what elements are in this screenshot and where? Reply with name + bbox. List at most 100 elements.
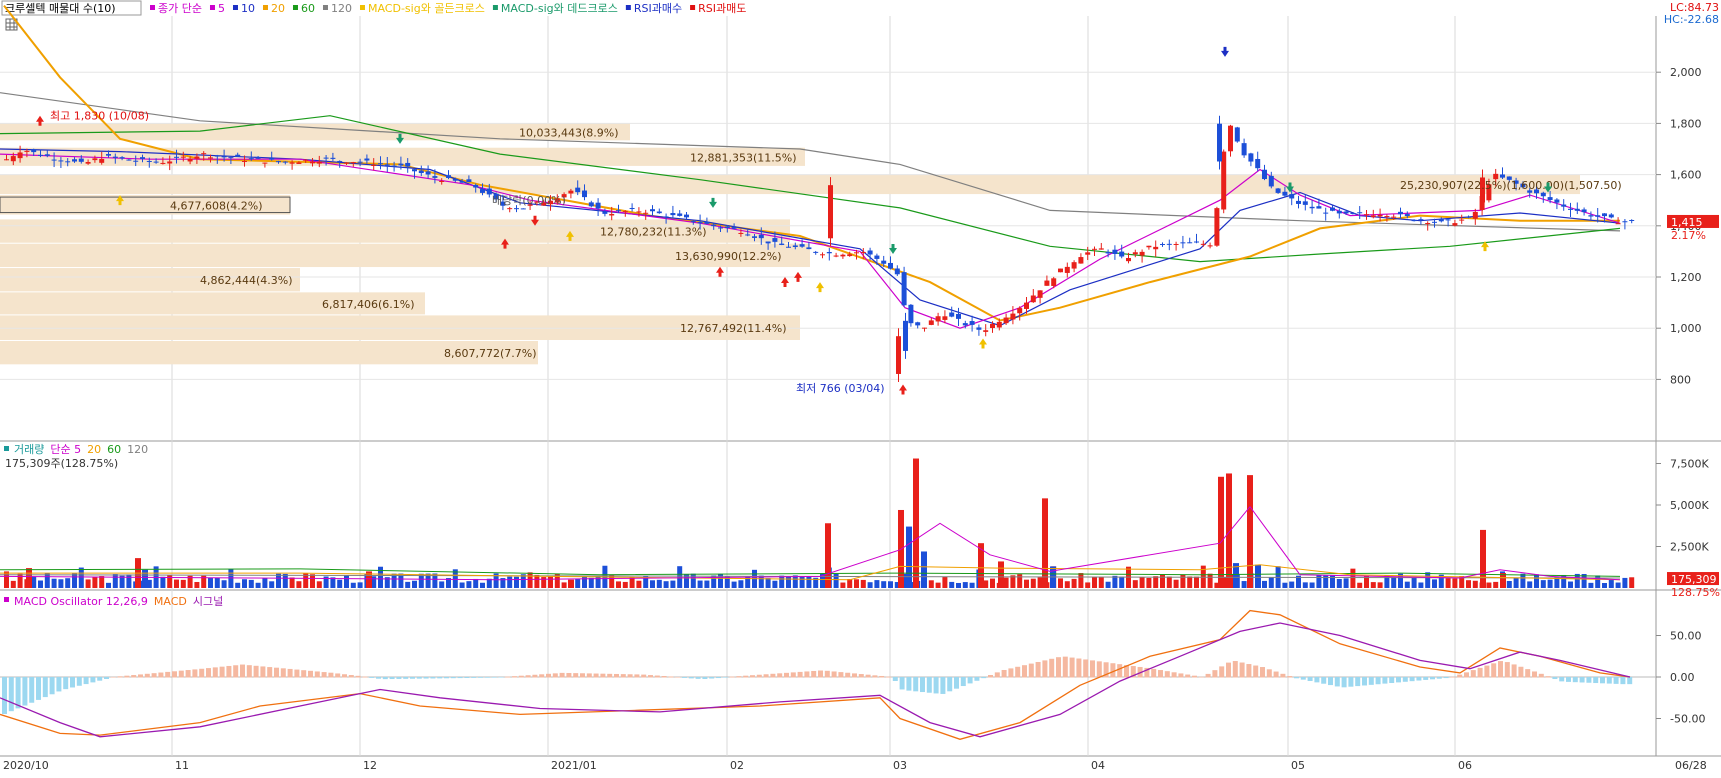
volume-badge-label: 175,309 [1671,573,1717,586]
macd-oscillator-bar [580,673,585,678]
volume-bar [629,576,635,588]
volume-bar [1377,582,1383,588]
candle-body [724,226,730,229]
candle-body [1438,219,1444,222]
volume-bar [255,582,261,588]
candle-body [1384,216,1390,218]
volume-bar [1425,572,1431,588]
volume-bar [792,575,798,588]
candle-body [1119,251,1125,257]
macd-oscillator-bar [627,674,633,678]
volume-bar [894,582,900,588]
macd-legend-swatch [4,597,9,602]
current-price-label: 1,415 [1671,216,1703,229]
grid-toggle-icon[interactable] [5,18,18,31]
candle-body [833,255,839,257]
macd-oscillator-bar [518,675,524,678]
price-tick-label: 1,200 [1670,271,1702,284]
volume-bar [854,579,859,588]
volume-bar [765,578,771,588]
volume-bar [1098,577,1104,588]
volume-bar [650,580,655,588]
macd-oscillator-bar [661,676,667,678]
candle-body [119,157,125,159]
volume-bar [541,577,547,588]
price-tick-label: 800 [1670,373,1691,386]
volume-bar [1411,577,1417,588]
macd-oscillator-bar [954,677,959,689]
macd-oscillator-bar [70,677,75,688]
candle-body [949,312,955,317]
candle-body [1323,212,1329,214]
macd-oscillator-bar [1090,660,1095,678]
macd-oscillator-bar [1498,661,1503,678]
candle-body [1629,219,1635,221]
volume-bar [520,574,526,588]
legend-item: 60 [301,2,315,15]
volume-bar [1391,577,1397,588]
volume-bar [978,543,984,588]
candle-body [262,162,268,164]
arrow-up-icon [794,271,802,282]
macd-oscillator-bar [450,677,456,679]
volume-bar [1105,581,1111,588]
candle-body [990,323,995,329]
candle-body [629,207,635,209]
candle-body [901,272,907,306]
candle-body [928,320,934,325]
dropdown[interactable]: 크루셀텍 매물대 수(10) [1,0,142,16]
candle-body [269,158,275,160]
volume-profile-band [0,243,810,268]
volume-profile-label: 25,230,907(22.5%)(1,600.00)(1,507.50) [1400,179,1622,192]
macd-oscillator-bar [831,671,837,678]
macd-oscillator-bar [376,677,381,679]
volume-bar [310,574,315,588]
volume-tick-label: 5,000K [1670,499,1709,512]
macd-oscillator-bar [280,668,286,678]
candle-body [384,164,390,166]
candle-body [316,161,322,164]
arrow-up-icon [816,282,824,293]
signal-arrows [36,46,1552,395]
volume-bar [1282,582,1288,588]
volume-bar [384,577,390,588]
macd-legend-item: MACD Oscillator 12,26,9 [14,595,148,608]
macd-oscillator-bar [253,665,259,678]
candle-body [418,170,424,174]
candle-body [588,202,594,207]
macd-oscillator-bar [634,674,640,678]
candle-body [765,241,771,244]
candle-body [684,214,689,218]
volume-bar [1268,577,1274,588]
volume-bar [820,573,825,588]
volume-bar [1302,582,1308,588]
candle-body [187,158,193,162]
macd-oscillator-bar [1355,677,1361,687]
macd-oscillator-bar [1457,674,1463,678]
low-price-annotation: 최저 766 (03/04) [796,382,885,395]
volume-bar [825,523,831,588]
macd-oscillator-bar [1477,667,1483,678]
macd-oscillator-bar [369,677,375,678]
candle-body [1527,190,1533,193]
candle-body [541,202,547,206]
volume-bar [439,581,445,588]
macd-oscillator-bar [804,671,810,678]
candle-body [337,160,343,162]
volume-bar [1330,575,1335,588]
macd-oscillator-bar [926,677,932,693]
macd-oscillator-bar [1341,677,1347,688]
volume-bar [262,578,268,588]
macd-oscillator-bar [484,677,490,678]
volume-bar [1595,575,1601,588]
macd-oscillator-bar [1396,677,1401,683]
volume-profile-label: 12,881,353(11.5%) [690,151,797,164]
candle-body [371,164,377,166]
volume-bar [1160,574,1165,588]
macd-oscillator-bar [1552,677,1558,680]
legend-swatch [690,5,696,10]
macd-oscillator-bar [750,675,755,678]
volume-legend-item: 20 [87,443,101,456]
